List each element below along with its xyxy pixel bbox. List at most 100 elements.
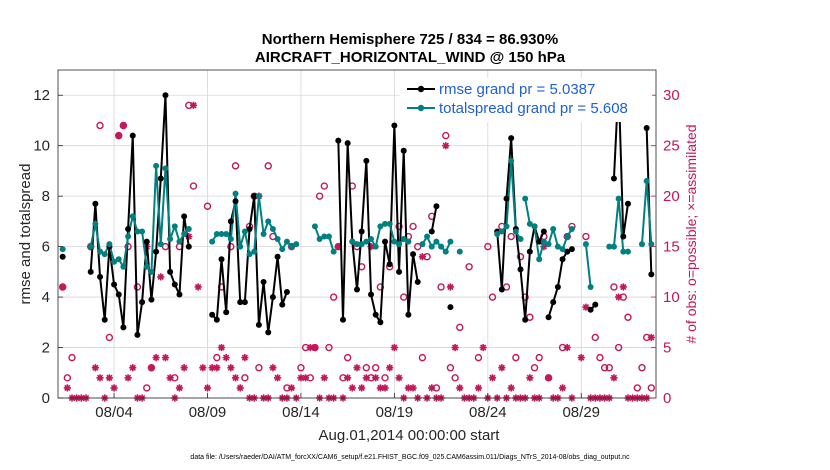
obs-assimilated-marker <box>498 364 506 372</box>
rmse-point <box>344 140 351 147</box>
rmse-line <box>612 81 629 238</box>
rmse-point <box>503 195 510 202</box>
rmse-point <box>139 299 146 306</box>
obs-assimilated-marker <box>386 364 394 372</box>
totalspread-point <box>134 228 141 235</box>
obs-assimilated-marker <box>161 354 170 362</box>
totalspread-point <box>101 251 108 258</box>
totalspread-point <box>587 283 594 290</box>
obs-possible-marker <box>325 343 333 352</box>
rmse-point <box>255 321 262 328</box>
obs-possible-marker <box>143 384 151 392</box>
obs-assimilated-marker <box>619 283 627 291</box>
obs-possible-marker <box>614 343 623 352</box>
totalspread-point <box>349 238 356 245</box>
obs-assimilated-marker <box>287 384 296 392</box>
obs-assimilated-marker <box>474 384 483 392</box>
totalspread-point <box>522 195 529 202</box>
obs-possible-marker <box>371 364 380 372</box>
totalspread-point <box>171 223 178 230</box>
rmse-point <box>213 316 220 323</box>
rmse-point <box>587 306 594 313</box>
rmse-point <box>372 311 379 318</box>
totalspread-point <box>274 236 281 243</box>
obs-possible-marker <box>227 242 235 251</box>
obs-possible-marker <box>456 323 464 332</box>
obs-assimilated-marker <box>409 384 417 392</box>
y2-tick-label: 10 <box>663 289 680 306</box>
totalspread-point <box>311 223 318 230</box>
obs-assimilated-marker <box>217 343 226 352</box>
obs-possible-marker <box>530 364 539 372</box>
totalspread-point <box>316 236 323 243</box>
y2-tick-label: 15 <box>663 239 680 256</box>
obs-assimilated-marker <box>456 384 464 392</box>
obs-assimilated-marker <box>451 343 459 352</box>
totalspread-point <box>181 231 188 237</box>
chart-title: Northern Hemisphere 725 / 834 = 86.930% <box>262 31 558 48</box>
totalspread-point <box>438 243 445 250</box>
obs-assimilated-marker <box>582 303 590 311</box>
rmse-point <box>97 273 104 280</box>
totalspread-point <box>143 263 150 270</box>
obs-possible-marker <box>231 162 240 170</box>
totalspread-point <box>167 236 174 243</box>
y-tick-label: 10 <box>33 138 50 155</box>
totalspread-point <box>288 243 295 250</box>
rmse-point <box>526 248 533 255</box>
obs-assimilated-marker <box>124 374 132 382</box>
obs-assimilated-marker <box>147 364 156 372</box>
chart-subtitle: AIRCRAFT_HORIZONTAL_WIND @ 150 hPa <box>255 49 566 66</box>
obs-possible-marker <box>516 253 525 261</box>
totalspread-point <box>433 238 440 245</box>
totalspread-point <box>526 220 533 227</box>
obs-assimilated-marker <box>479 343 487 352</box>
totalspread-point <box>279 246 286 253</box>
legend-marker-totalspread <box>417 104 425 112</box>
rmse-point <box>125 225 132 232</box>
totalspread-point <box>545 241 552 248</box>
totalspread-point <box>232 190 239 197</box>
rmse-point <box>209 311 216 318</box>
obs-assimilated-marker <box>236 384 244 392</box>
obs-assimilated-marker <box>166 374 174 382</box>
x-tick-label: 08/14 <box>282 404 320 421</box>
rmse-point <box>410 251 417 258</box>
obs-possible-marker <box>264 162 272 170</box>
obs-possible-marker <box>484 242 492 251</box>
obs-assimilated-marker <box>241 354 249 362</box>
totalspread-point <box>531 223 538 230</box>
totalspread-point <box>115 256 122 263</box>
obs-assimilated-marker <box>428 384 436 392</box>
obs-possible-marker <box>297 364 305 372</box>
obs-possible-marker <box>451 374 459 382</box>
x-tick-label: 08/04 <box>95 404 133 421</box>
obs-assimilated-marker <box>194 283 202 291</box>
obs-possible-marker <box>362 364 371 372</box>
totalspread-point <box>330 248 337 255</box>
legend-marker-rmse <box>417 85 425 93</box>
totalspread-point <box>129 213 136 220</box>
totalspread-point <box>185 225 192 232</box>
obs-assimilated-marker <box>185 232 193 241</box>
y-tick-label: 4 <box>42 289 50 306</box>
totalspread-point <box>153 162 160 169</box>
rmse-point <box>232 198 239 205</box>
obs-assimilated-marker <box>231 374 240 382</box>
totalspread-point <box>218 231 225 237</box>
obs-assimilated-marker <box>273 374 282 382</box>
obs-possible-marker <box>512 353 520 362</box>
totalspread-point <box>87 243 94 250</box>
obs-possible-marker <box>535 353 543 362</box>
rmse-point <box>508 135 515 142</box>
obs-assimilated-marker <box>372 374 380 382</box>
obs-possible-marker <box>591 333 599 342</box>
totalspread-point <box>283 238 290 245</box>
obs-assimilated-marker <box>381 384 389 392</box>
obs-assimilated-marker <box>367 243 375 251</box>
rmse-point <box>498 286 505 293</box>
obs-possible-marker <box>446 364 455 372</box>
totalspread-point <box>559 246 566 253</box>
obs-possible-marker <box>507 232 515 241</box>
rmse-point <box>218 256 225 263</box>
